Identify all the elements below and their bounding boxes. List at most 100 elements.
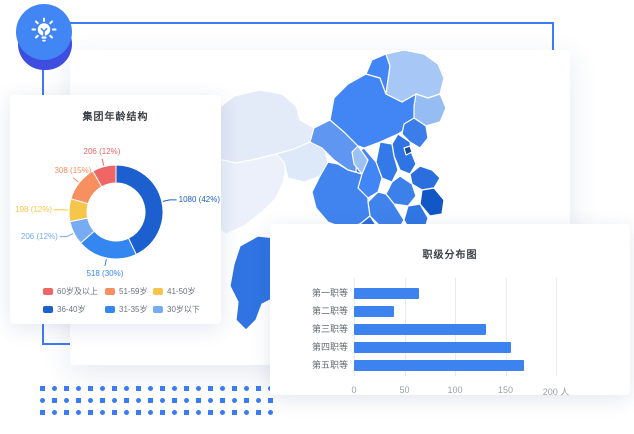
decor-dot — [160, 386, 165, 391]
age-legend: 60岁及以上 51-59岁 41-50岁 36-40岁 31-35岁 30岁以下 — [43, 286, 211, 315]
bar-第二职等[interactable] — [354, 306, 395, 317]
decor-dot — [40, 398, 45, 403]
bar-第三职等[interactable] — [354, 324, 487, 335]
donut-leader-line — [59, 233, 74, 238]
decor-dot — [112, 398, 117, 403]
donut-segment[interactable] — [92, 164, 117, 188]
province-shandong[interactable] — [409, 165, 441, 191]
decor-dot — [40, 410, 45, 415]
legend-label: 36-40岁 — [57, 305, 86, 314]
axis-tick-label: 50 — [399, 385, 410, 395]
legend-item[interactable]: 51-59岁 — [105, 286, 153, 297]
decor-dot — [268, 398, 273, 403]
bar-第四职等[interactable] — [354, 342, 511, 353]
decor-dot — [208, 386, 213, 391]
rank-card-title: 职级分布图 — [422, 250, 478, 261]
bar-第一职等[interactable] — [354, 288, 419, 299]
bar-category-label: 第二职等 — [311, 306, 348, 316]
decor-dot — [64, 386, 69, 391]
legend-label: 51-59岁 — [119, 287, 148, 296]
decor-dot — [64, 410, 69, 415]
legend-item[interactable]: 41-50岁 — [153, 286, 211, 297]
decor-dot — [100, 386, 105, 391]
badge-circle — [16, 4, 72, 60]
decor-dot — [256, 386, 261, 391]
decor-dot — [100, 410, 105, 415]
donut-rings — [54, 158, 177, 266]
axis-tick-label: 100 — [447, 385, 463, 395]
province-sichuan[interactable] — [311, 161, 371, 229]
province-ningxia[interactable] — [351, 145, 369, 175]
donut-label: 308 (15%) — [54, 165, 92, 175]
decor-dot — [112, 410, 117, 415]
bar-第五职等[interactable] — [354, 360, 524, 371]
donut-label: 206 (12%) — [83, 146, 121, 156]
decor-dot — [232, 398, 237, 403]
legend-label: 60岁及以上 — [57, 287, 98, 296]
decor-dot — [220, 398, 225, 403]
donut-leader-line — [72, 177, 79, 183]
legend-swatch — [105, 306, 115, 313]
decor-dot — [160, 410, 165, 415]
decor-dot — [208, 398, 213, 403]
dot-pattern — [40, 386, 273, 415]
bar-category-label: 第三职等 — [311, 324, 348, 334]
decor-dot — [124, 410, 129, 415]
decor-dot — [124, 386, 129, 391]
decor-dot — [52, 386, 57, 391]
decor-dot — [220, 386, 225, 391]
province-heilongjiang[interactable] — [385, 50, 445, 103]
decor-dot — [88, 410, 93, 415]
decor-dot — [100, 398, 105, 403]
axis-tick-label: 150 — [497, 385, 514, 395]
bar-category-label: 第一职等 — [311, 288, 348, 298]
axis-tick-label: 0 — [351, 385, 357, 395]
decor-dot — [76, 410, 81, 415]
decor-dot — [196, 386, 201, 391]
gridline — [505, 278, 507, 376]
decor-dot — [112, 386, 117, 391]
decor-dot — [268, 410, 273, 415]
lightbulb-icon — [31, 17, 57, 42]
decor-dot — [148, 398, 153, 403]
decor-dot — [64, 398, 69, 403]
gridline — [556, 278, 557, 376]
legend-swatch — [153, 288, 163, 295]
legend-swatch — [153, 306, 163, 313]
decor-dot — [136, 386, 141, 391]
legend-swatch — [43, 288, 53, 295]
decor-dot — [196, 410, 201, 415]
donut-label: 206 (12%) — [20, 231, 58, 241]
axis-tick-label: 200 人 — [542, 387, 570, 397]
legend-item[interactable]: 31-35岁 — [105, 304, 153, 315]
rank-distribution-card: 职级分布图 第一职等第二职等第三职等第四职等第五职等 0 50 100 150 200 … — [270, 224, 630, 397]
donut-leader-line — [162, 199, 177, 202]
decor-dot — [208, 410, 213, 415]
province-beijing[interactable] — [403, 145, 413, 156]
decor-dot — [196, 398, 201, 403]
age-card-title: 集团年龄结构 — [82, 112, 149, 123]
decor-dot — [244, 398, 249, 403]
decor-dot — [256, 398, 261, 403]
legend-item[interactable]: 36-40岁 — [43, 304, 105, 315]
donut-label: 518 (30%) — [86, 268, 124, 278]
age-donut-chart: 1080 (42%) 518 (30%) 206 (12%) 198 (12%) 308… — [10, 125, 221, 285]
wire-top — [43, 22, 554, 58]
legend-item[interactable]: 60岁及以上 — [43, 286, 105, 297]
decor-dot — [232, 386, 237, 391]
decor-dot — [172, 386, 177, 391]
decor-dot — [184, 386, 189, 391]
decor-dot — [52, 398, 57, 403]
donut-segment[interactable] — [115, 164, 164, 256]
decor-dot — [184, 410, 189, 415]
bar-category-label: 第五职等 — [311, 360, 348, 370]
decor-dot — [76, 398, 81, 403]
province-jilin[interactable] — [413, 93, 447, 127]
donut-label: 198 (12%) — [15, 204, 53, 214]
bar-category-label: 第四职等 — [311, 342, 348, 352]
decor-dot — [76, 386, 81, 391]
legend-item[interactable]: 30岁以下 — [153, 304, 211, 315]
decor-dot — [184, 398, 189, 403]
decor-dot — [136, 398, 141, 403]
